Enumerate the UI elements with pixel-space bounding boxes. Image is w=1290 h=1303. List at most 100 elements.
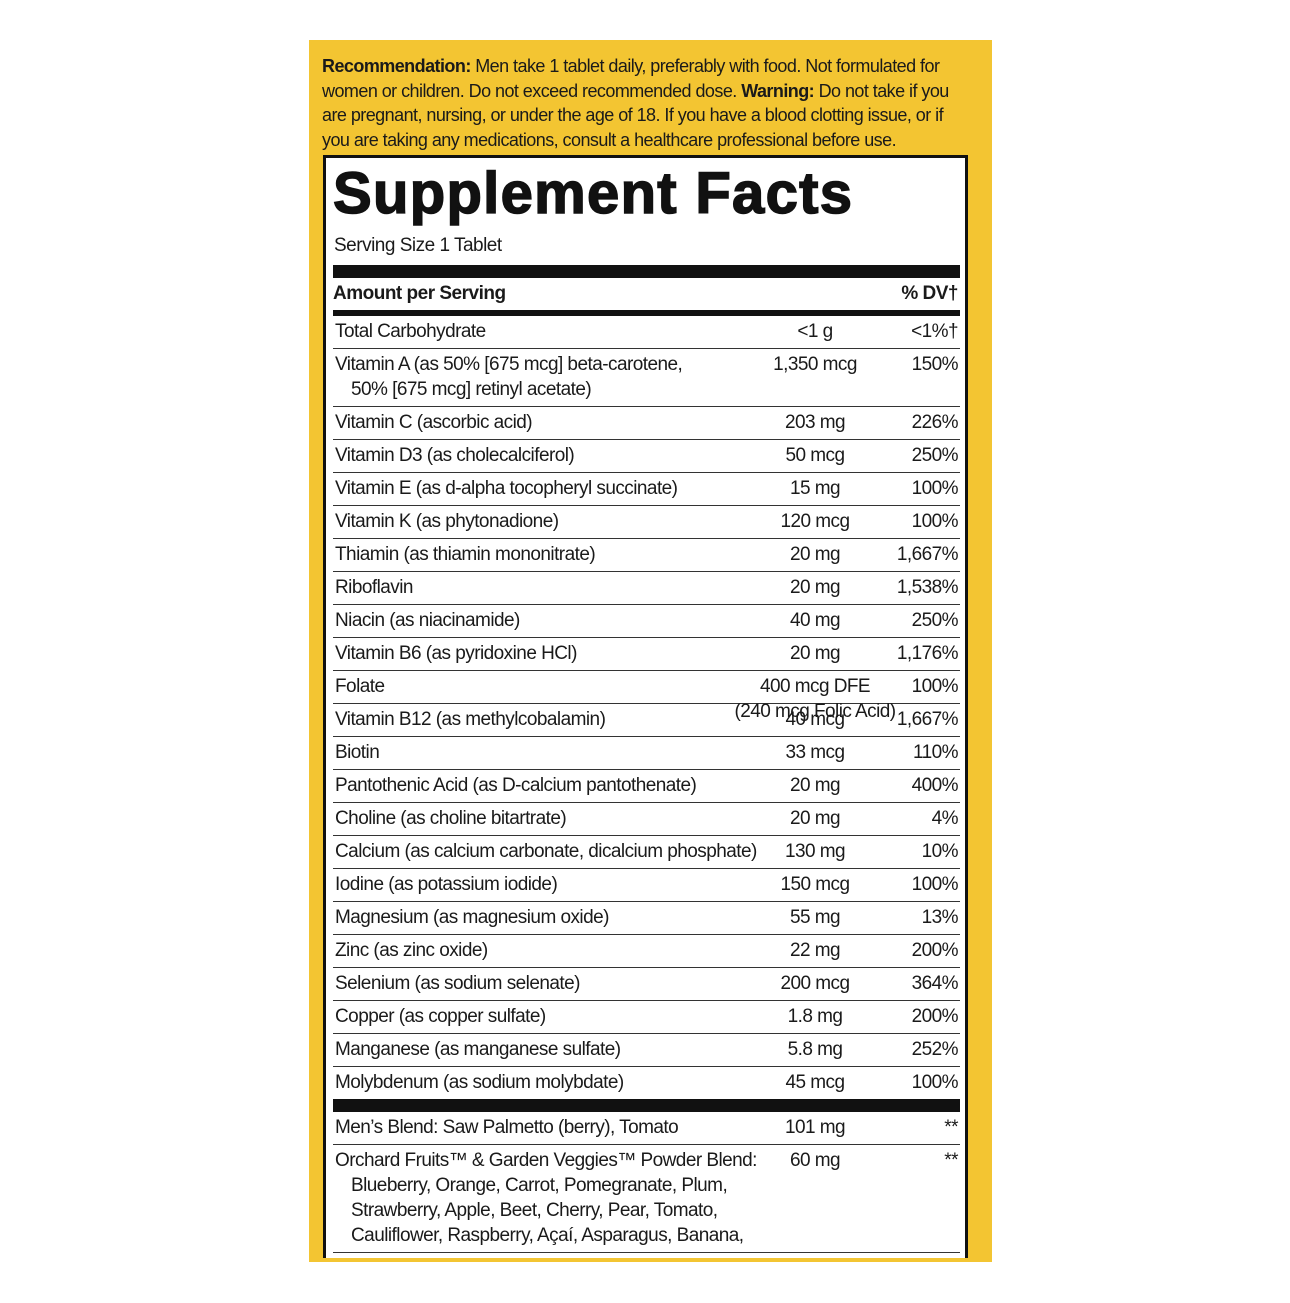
- amount: 40 mcg: [725, 707, 905, 732]
- nutrient-name: Vitamin E (as d-alpha tocopheryl succina…: [333, 476, 960, 501]
- facts-title: Supplement Facts: [332, 161, 854, 227]
- nutrient-name: Folate: [333, 674, 960, 699]
- facts-row: Vitamin E (as d-alpha tocopheryl succina…: [333, 473, 960, 506]
- amount: 22 mg: [725, 938, 905, 963]
- nutrient-name: Pantothenic Acid (as D-calcium pantothen…: [333, 773, 960, 798]
- daily-value: 4%: [931, 808, 959, 829]
- recommendation: Recommendation: Men take 1 tablet daily,…: [322, 54, 974, 152]
- facts-row: Folate 400 mcg DFE (240 mcg Folic Acid) 100…: [333, 671, 960, 722]
- header-dv: % DV†: [901, 283, 958, 304]
- amount-line: 45 mcg: [785, 1072, 845, 1093]
- amount-line: 130 mg: [784, 841, 846, 862]
- daily-value: 10%: [921, 841, 959, 862]
- amount: 1.8 mg: [725, 1004, 905, 1029]
- amount-line: 400 mcg DFE: [759, 676, 871, 697]
- nutrient-name: Orchard Fruits™ & Garden Veggies™ Powder…: [333, 1148, 960, 1248]
- name-line: Total Carbohydrate: [335, 321, 486, 342]
- amount-line: 55 mg: [789, 907, 841, 928]
- name-line: Pantothenic Acid (as D-calcium pantothen…: [335, 775, 697, 796]
- facts-row: Riboflavin 20 mg 1,538%: [333, 572, 960, 605]
- amount: 20 mg: [725, 806, 905, 831]
- divider: [333, 1099, 960, 1112]
- amount-line: 22 mg: [789, 940, 841, 961]
- daily-value: 200%: [911, 1006, 959, 1027]
- name-line: Cauliflower, Raspberry, Açaí, Asparagus,…: [351, 1225, 744, 1246]
- nutrient-name: Thiamin (as thiamin mononitrate): [333, 542, 960, 567]
- facts-row: Men’s Blend: Saw Palmetto (berry), Tomat…: [333, 1112, 960, 1145]
- daily-value: 110%: [913, 742, 959, 763]
- nutrient-name: Niacin (as niacinamide): [333, 608, 960, 633]
- facts-row: Vitamin B6 (as pyridoxine HCl) 20 mg 1,176…: [333, 638, 960, 671]
- amount-line: 20 mg: [789, 577, 841, 598]
- amount: 60 mg: [725, 1148, 905, 1173]
- facts-inner: Supplement Facts Serving Size 1 Tablet A…: [332, 158, 960, 1253]
- amount-line: 15 mg: [789, 478, 841, 499]
- facts-row: Choline (as choline bitartrate) 20 mg 4%: [333, 803, 960, 836]
- facts-row: Manganese (as manganese sulfate) 5.8 mg 25…: [333, 1034, 960, 1067]
- amount-line: 20 mg: [789, 775, 841, 796]
- amount: 203 mg: [725, 410, 905, 435]
- name-line: Selenium (as sodium selenate): [335, 973, 580, 994]
- rec-text: Men take 1 tablet daily, preferably with…: [322, 56, 940, 101]
- daily-value: 100%: [911, 478, 959, 499]
- amount: 150 mcg: [725, 872, 905, 897]
- facts-row: Vitamin A (as 50% [675 mcg] beta-caroten…: [333, 349, 960, 407]
- name-line: Orchard Fruits™ & Garden Veggies™ Powder…: [335, 1150, 757, 1171]
- name-line: Folate: [335, 676, 385, 697]
- amount-line: 1.8 mg: [787, 1006, 843, 1027]
- nutrient-name: Vitamin C (ascorbic acid): [333, 410, 960, 435]
- name-line: Zinc (as zinc oxide): [335, 940, 488, 961]
- blend-rows: Men’s Blend: Saw Palmetto (berry), Tomat…: [333, 1112, 960, 1253]
- facts-row: Zinc (as zinc oxide) 22 mg 200%: [333, 935, 960, 968]
- amount-line: 101 mg: [784, 1117, 846, 1138]
- divider: [333, 310, 960, 316]
- daily-value: 1,538%: [896, 577, 959, 598]
- name-line: Niacin (as niacinamide): [335, 610, 520, 631]
- daily-value: 100%: [911, 1072, 959, 1093]
- warning-text: Do not take if you are pregnant, nursing…: [322, 80, 949, 150]
- daily-value: **: [944, 1117, 958, 1138]
- name-line: Calcium (as calcium carbonate, dicalcium…: [335, 841, 757, 862]
- name-line: Blueberry, Orange, Carrot, Pomegranate, …: [351, 1175, 728, 1196]
- facts-row: Magnesium (as magnesium oxide) 55 mg 13%: [333, 902, 960, 935]
- daily-value: 400%: [911, 775, 959, 796]
- daily-value: 100%: [911, 676, 959, 697]
- amount: 50 mcg: [725, 443, 905, 468]
- name-line: Magnesium (as magnesium oxide): [335, 907, 609, 928]
- amount-line: 203 mg: [784, 412, 846, 433]
- nutrient-name: Calcium (as calcium carbonate, dicalcium…: [333, 839, 960, 864]
- name-line: Copper (as copper sulfate): [335, 1006, 546, 1027]
- nutrient-name: Total Carbohydrate: [333, 319, 960, 344]
- amount: 101 mg: [725, 1115, 905, 1140]
- amount-line: 20 mg: [789, 544, 841, 565]
- amount-line: 60 mg: [789, 1150, 841, 1171]
- amount: 5.8 mg: [725, 1037, 905, 1062]
- facts-row: Vitamin B12 (as methylcobalamin) 40 mcg 1,…: [333, 704, 960, 737]
- amount-line: 200 mcg: [780, 973, 850, 994]
- facts-row: Vitamin D3 (as cholecalciferol) 50 mcg 250…: [333, 440, 960, 473]
- nutrient-name: Selenium (as sodium selenate): [333, 971, 960, 996]
- name-line: Choline (as choline bitartrate): [335, 808, 567, 829]
- amount: 1,350 mcg: [725, 352, 905, 377]
- name-line: Vitamin B6 (as pyridoxine HCl): [335, 643, 577, 664]
- nutrient-name: Vitamin D3 (as cholecalciferol): [333, 443, 960, 468]
- nutrient-name: Vitamin B6 (as pyridoxine HCl): [333, 641, 960, 666]
- facts-row: Iodine (as potassium iodide) 150 mcg 100%: [333, 869, 960, 902]
- label-panel: Recommendation: Men take 1 tablet daily,…: [309, 40, 992, 1262]
- facts-row: Niacin (as niacinamide) 40 mg 250%: [333, 605, 960, 638]
- amount-line: 40 mcg: [785, 709, 845, 730]
- nutrient-name: Men’s Blend: Saw Palmetto (berry), Tomat…: [333, 1115, 960, 1140]
- nutrient-name: Manganese (as manganese sulfate): [333, 1037, 960, 1062]
- nutrient-name: Vitamin A (as 50% [675 mcg] beta-caroten…: [333, 352, 960, 402]
- daily-value: **: [944, 1150, 958, 1171]
- amount-line: 120 mcg: [780, 511, 850, 532]
- nutrient-name: Choline (as choline bitartrate): [333, 806, 960, 831]
- daily-value: 250%: [911, 445, 959, 466]
- name-line: Riboflavin: [335, 577, 413, 598]
- amount-line: <1 g: [797, 321, 833, 342]
- daily-value: 1,667%: [896, 544, 959, 565]
- amount-line: 50 mcg: [785, 445, 845, 466]
- nutrient-name: Molybdenum (as sodium molybdate): [333, 1070, 960, 1095]
- name-line: Vitamin E (as d-alpha tocopheryl succina…: [335, 478, 678, 499]
